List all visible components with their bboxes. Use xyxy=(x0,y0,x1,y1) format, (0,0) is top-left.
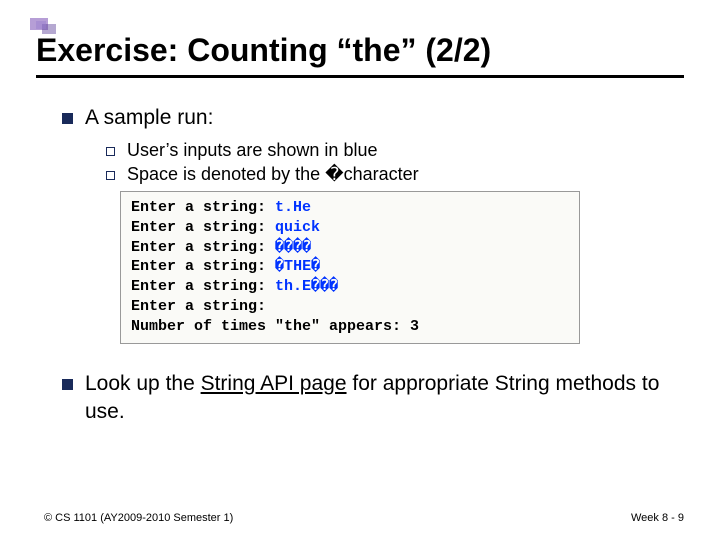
accent-decoration xyxy=(30,18,66,48)
sub-bullet-text: Space is denoted by the �character xyxy=(127,164,419,185)
sub-bullet-blue: User’s inputs are shown in blue xyxy=(106,140,684,161)
bullet-lookup: Look up the String API page for appropri… xyxy=(62,370,684,427)
string-api-link[interactable]: String API page xyxy=(201,372,347,395)
footer-right: Week 8 - 9 xyxy=(631,512,684,524)
sub-bullet-text: User’s inputs are shown in blue xyxy=(127,140,377,161)
user-input: �THE� xyxy=(275,258,320,275)
slide-body: A sample run: User’s inputs are shown in… xyxy=(44,106,684,426)
square-bullet-icon xyxy=(62,379,73,390)
footer-left: © CS 1101 (AY2009-2010 Semester 1) xyxy=(44,512,233,524)
user-input: th.E��� xyxy=(275,278,338,295)
code-result: Number of times "the" appears: 3 xyxy=(131,317,569,337)
bullet-sample-run: A sample run: xyxy=(62,106,684,130)
code-line: Enter a string: th.E��� xyxy=(131,277,569,297)
slide-footer: © CS 1101 (AY2009-2010 Semester 1) Week … xyxy=(44,512,684,524)
sub-bullet-space: Space is denoted by the �character xyxy=(106,164,684,185)
hollow-bullet-icon xyxy=(106,171,115,180)
code-line: Enter a string: ���� xyxy=(131,238,569,258)
hollow-bullet-icon xyxy=(106,147,115,156)
user-input: t.He xyxy=(275,199,311,216)
slide-title: Exercise: Counting “the” (2/2) xyxy=(36,32,684,78)
space-glyph: � xyxy=(325,164,343,184)
code-line: Enter a string: xyxy=(131,297,569,317)
code-line: Enter a string: t.He xyxy=(131,198,569,218)
user-input: ���� xyxy=(275,239,311,256)
bullet-text: Look up the String API page for appropri… xyxy=(85,370,684,427)
code-line: Enter a string: quick xyxy=(131,218,569,238)
code-line: Enter a string: �THE� xyxy=(131,257,569,277)
user-input: quick xyxy=(275,219,320,236)
code-sample-box: Enter a string: t.He Enter a string: qui… xyxy=(120,191,580,344)
square-bullet-icon xyxy=(62,113,73,124)
bullet-text: A sample run: xyxy=(85,106,213,130)
sub-bullets: User’s inputs are shown in blue Space is… xyxy=(62,140,684,185)
